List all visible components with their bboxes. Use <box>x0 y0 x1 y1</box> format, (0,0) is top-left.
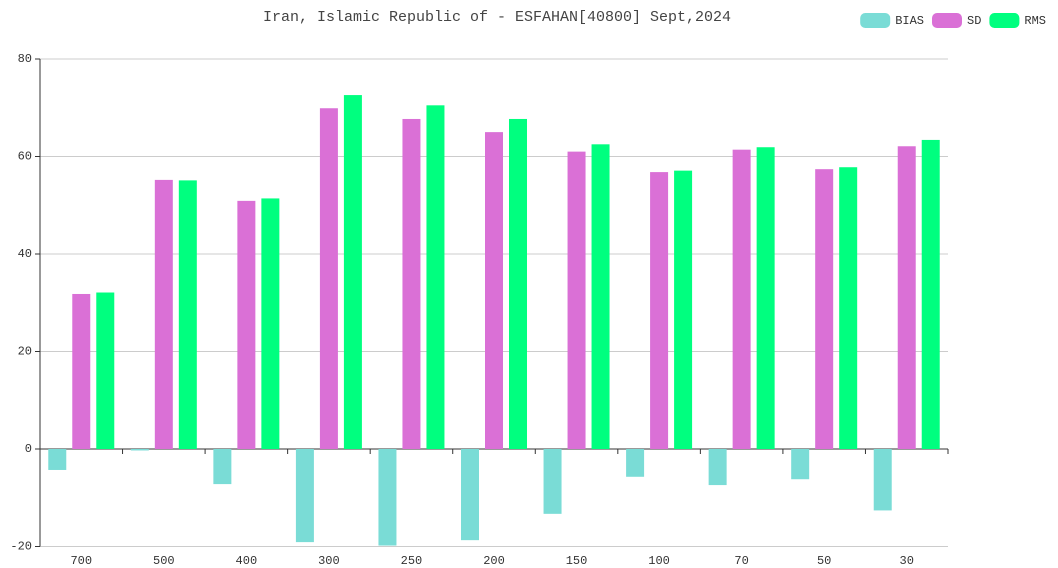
bar <box>130 449 149 451</box>
bar <box>626 449 645 477</box>
bar <box>509 118 527 450</box>
x-tick-label: 150 <box>566 554 588 568</box>
x-tick-label: 250 <box>401 554 423 568</box>
x-tick-label: 50 <box>817 554 831 568</box>
bar <box>839 167 858 449</box>
bar <box>96 292 115 449</box>
x-tick-label: 500 <box>153 554 175 568</box>
x-tick-label: 700 <box>70 554 92 568</box>
bar <box>48 449 67 470</box>
y-tick-label: 0 <box>25 442 32 456</box>
chart-title: Iran, Islamic Republic of - ESFAHAN[4080… <box>263 9 731 26</box>
bar <box>213 449 232 485</box>
bar <box>261 198 280 449</box>
bar <box>485 132 503 449</box>
y-tick-label: 40 <box>18 247 32 261</box>
bar <box>650 172 669 449</box>
bar <box>732 149 751 450</box>
x-tick-label: 70 <box>734 554 748 568</box>
legend-label: RMS <box>1024 14 1046 28</box>
bar <box>295 449 314 543</box>
y-tick-label: 20 <box>18 345 32 359</box>
bar <box>543 449 562 514</box>
bar <box>921 139 940 450</box>
bar <box>897 146 916 449</box>
bar <box>178 180 197 449</box>
bar <box>815 169 834 450</box>
y-tick-label: 60 <box>18 150 32 164</box>
bar <box>237 200 256 449</box>
x-tick-label: 30 <box>900 554 914 568</box>
bar <box>402 118 421 450</box>
y-tick-label: -20 <box>10 540 32 554</box>
bar <box>72 293 91 449</box>
y-tick-label: 80 <box>18 52 32 66</box>
bar <box>791 449 810 480</box>
bar <box>708 449 727 486</box>
legend-swatch <box>989 13 1020 28</box>
bar <box>756 147 775 450</box>
legend-swatch <box>860 13 891 28</box>
bar <box>591 144 610 449</box>
bar <box>461 449 479 541</box>
bar <box>154 179 173 449</box>
bar <box>567 151 586 449</box>
bar <box>319 108 338 450</box>
x-tick-label: 200 <box>483 554 505 568</box>
bar <box>426 105 445 449</box>
legend-label: SD <box>967 14 981 28</box>
x-tick-label: 300 <box>318 554 340 568</box>
x-tick-label: 400 <box>236 554 258 568</box>
bar <box>674 170 693 449</box>
bar <box>343 95 362 449</box>
x-tick-label: 100 <box>648 554 670 568</box>
bar <box>873 449 892 511</box>
legend-swatch <box>932 13 962 28</box>
legend-label: BIAS <box>895 14 924 28</box>
bar <box>378 449 397 546</box>
